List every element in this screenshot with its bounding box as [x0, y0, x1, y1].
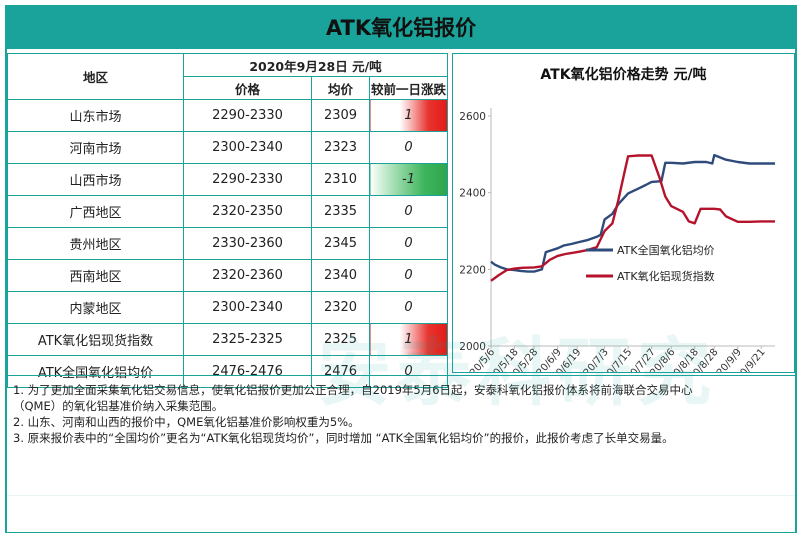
change-cell: 1 [369, 99, 448, 132]
price-cell: 2300-2340 [183, 291, 312, 324]
price-cell: 2320-2360 [183, 259, 312, 292]
trend-chart: ATK氧化铝价格走势 元/吨 2000 2200 2400 2600 2020/5/6 2… [452, 53, 795, 373]
y-tick-label: 2000 [459, 341, 486, 353]
date-header: 2020年9月28日 元/吨 [183, 53, 448, 77]
price-table: 地区 2020年9月28日 元/吨 价格 均价 较前一日涨跌 山东市场 2290-… [7, 53, 448, 388]
y-tick-label: 2200 [459, 264, 486, 276]
region-cell: 山东市场 [7, 99, 184, 132]
table-row: 河南市场 2300-2340 2323 0 [7, 131, 448, 164]
region-cell: 西南地区 [7, 259, 184, 292]
change-cell: 0 [369, 259, 448, 292]
series-line-spot-index [490, 154, 775, 282]
table-row: ATK氧化铝现货指数 2325-2325 2325 1 [7, 323, 448, 356]
table-row: 山西市场 2290-2330 2310 -1 [7, 163, 448, 196]
price-cell: 2290-2330 [183, 99, 312, 132]
y-tick-label: 2400 [459, 188, 486, 200]
change-cell: 1 [369, 323, 448, 356]
region-cell: 内蒙地区 [7, 291, 184, 324]
avg-cell: 2345 [311, 227, 370, 260]
table-row: 广西地区 2320-2350 2335 0 [7, 195, 448, 228]
notes-section: 1. 为了更加全面采集氧化铝交易信息，使氧化铝报价更加公正合理，自2019年5月… [7, 375, 795, 495]
change-cell: 0 [369, 131, 448, 164]
note-line: 2. 山东、河南和山西的报价中，QME氧化铝基准价影响权重为5%。 [13, 415, 360, 429]
avg-cell: 2320 [311, 291, 370, 324]
avg-col-header: 均价 [311, 76, 370, 100]
bottom-strip [7, 495, 795, 532]
table-row: 内蒙地区 2300-2340 2320 0 [7, 291, 448, 324]
series-line-national-average [490, 153, 775, 273]
change-col-header: 较前一日涨跌 [369, 76, 448, 100]
y-tick-label: 2600 [459, 111, 486, 123]
region-cell: 山西市场 [7, 163, 184, 196]
table-row: ATK全国氧化铝均价 2476-2476 2476 0 [7, 355, 448, 388]
region-cell: 广西地区 [7, 195, 184, 228]
trend-chart-svg: 20002200240026002020/5/62020/5/182020/5/… [459, 108, 775, 372]
change-cell: -1 [369, 163, 448, 196]
price-cell: 2320-2350 [183, 195, 312, 228]
change-cell: 0 [369, 227, 448, 260]
change-cell: 0 [369, 195, 448, 228]
change-cell: 0 [369, 291, 448, 324]
region-cell: ATK全国氧化铝均价 [7, 355, 184, 388]
note-line: 1. 为了更加全面采集氧化铝交易信息，使氧化铝报价更加公正合理，自2019年5月… [13, 383, 693, 397]
avg-cell: 2340 [311, 259, 370, 292]
legend-label: ATK氧化铝现货指数 [617, 269, 715, 283]
avg-cell: 2323 [311, 131, 370, 164]
legend-label: ATK全国氧化铝均价 [617, 243, 715, 257]
price-cell: 2330-2360 [183, 227, 312, 260]
table-row: 西南地区 2320-2360 2340 0 [7, 259, 448, 292]
price-cell: 2325-2325 [183, 323, 312, 356]
region-cell: ATK氧化铝现货指数 [7, 323, 184, 356]
table-row: 贵州地区 2330-2360 2345 0 [7, 227, 448, 260]
note-line: 3. 原来报价表中的“全国均价”更名为“ATK氧化铝现货均价”，同时增加 “AT… [13, 431, 674, 445]
note-line: （QME）的氧化铝基准价纳入采集范围。 [13, 399, 224, 413]
avg-cell: 2335 [311, 195, 370, 228]
change-cell: 0 [369, 355, 448, 388]
report-title: ATK氧化铝报价 [7, 7, 795, 49]
region-header: 地区 [7, 53, 184, 100]
table-row: 山东市场 2290-2330 2309 1 [7, 99, 448, 132]
region-cell: 贵州地区 [7, 227, 184, 260]
avg-cell: 2310 [311, 163, 370, 196]
region-cell: 河南市场 [7, 131, 184, 164]
chart-title: ATK氧化铝价格走势 元/吨 [540, 67, 707, 83]
price-col-header: 价格 [183, 76, 312, 100]
report-frame: ATK氧化铝报价 地区 2020年9月28日 元/吨 价格 均价 较前一日涨跌 … [5, 5, 797, 533]
avg-cell: 2325 [311, 323, 370, 356]
price-cell: 2290-2330 [183, 163, 312, 196]
price-cell: 2300-2340 [183, 131, 312, 164]
avg-cell: 2309 [311, 99, 370, 132]
